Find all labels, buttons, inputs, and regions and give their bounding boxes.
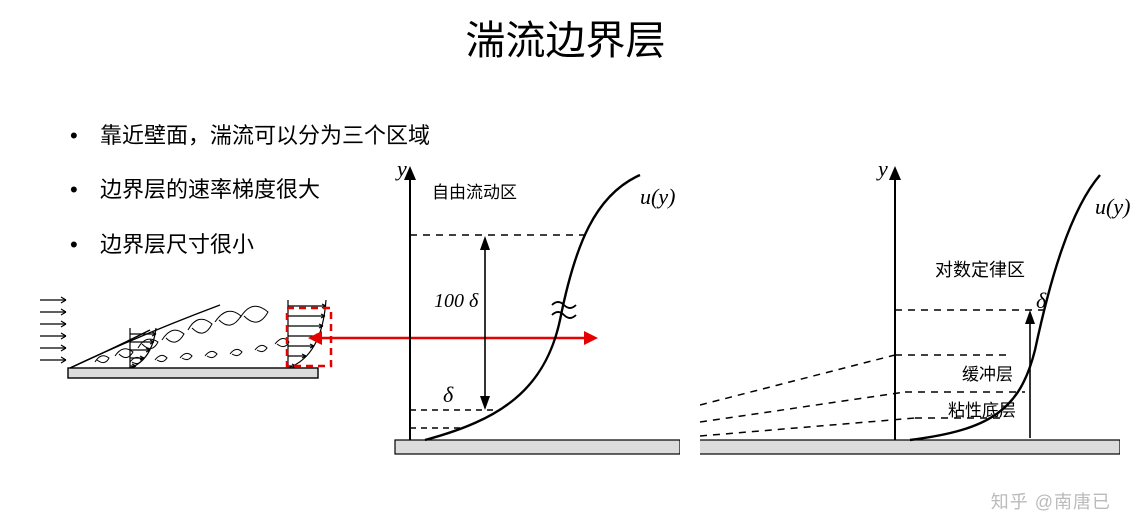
y-axis-label-left: y (397, 156, 407, 182)
delta-label-left: δ (443, 382, 453, 408)
curve-label-left: u(y) (640, 184, 675, 210)
hundred-delta-label: 100 δ (434, 290, 478, 313)
free-flow-region-label: 自由流动区 (432, 178, 517, 203)
right-velocity-chart (700, 160, 1120, 460)
delta-label-right: δ (1036, 288, 1046, 314)
curve-label-right: u(y) (1095, 194, 1130, 220)
page-title: 湍流边界层 (0, 8, 1131, 66)
watermark-text: 知乎 @南唐已 (991, 488, 1111, 514)
bullet-item: 靠近壁面，湍流可以分为三个区域 (70, 112, 430, 160)
left-velocity-chart (380, 160, 680, 460)
log-law-region-label: 对数定律区 (935, 256, 1025, 282)
diagram-stage: y 自由流动区 u(y) 100 δ δ y u(y) 对数定律区 (0, 160, 1131, 520)
buffer-layer-label: 缓冲层 (962, 360, 1013, 385)
viscous-sublayer-label: 粘性底层 (948, 396, 1016, 421)
y-axis-label-right: y (878, 156, 888, 182)
